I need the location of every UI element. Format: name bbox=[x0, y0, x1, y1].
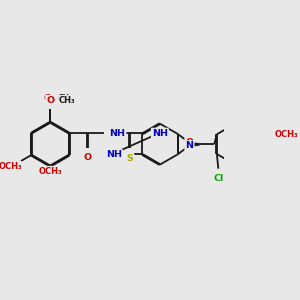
Text: CH₃: CH₃ bbox=[59, 96, 76, 105]
Text: S: S bbox=[127, 154, 133, 163]
Text: NH: NH bbox=[106, 150, 122, 159]
Text: O: O bbox=[83, 153, 92, 162]
Text: NH: NH bbox=[152, 129, 168, 138]
Text: Cl: Cl bbox=[213, 174, 224, 183]
Text: O: O bbox=[44, 94, 52, 103]
Text: NH: NH bbox=[110, 129, 125, 138]
Text: OCH₃: OCH₃ bbox=[0, 162, 22, 171]
Text: OCH₃: OCH₃ bbox=[38, 167, 62, 176]
Text: O: O bbox=[185, 138, 194, 147]
Text: N: N bbox=[185, 141, 194, 150]
Text: CH₃: CH₃ bbox=[58, 94, 73, 103]
Text: OCH₃: OCH₃ bbox=[274, 130, 298, 139]
Text: O: O bbox=[46, 96, 54, 105]
